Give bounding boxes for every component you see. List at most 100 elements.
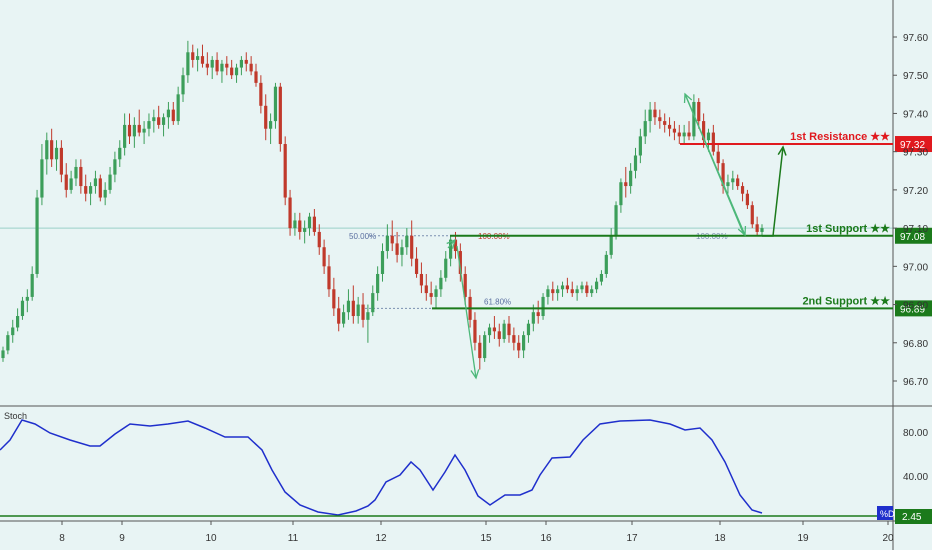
- time-tick-label: 15: [480, 533, 492, 544]
- candle: [118, 140, 122, 167]
- candle: [419, 262, 424, 294]
- time-tick-label: 12: [375, 533, 387, 544]
- candle: [371, 285, 375, 317]
- candle: [629, 163, 633, 194]
- candle: [346, 289, 351, 320]
- indicator-value-badge: [895, 509, 932, 524]
- price-badge: [895, 136, 932, 153]
- candle: [351, 285, 355, 324]
- candle: [541, 293, 545, 320]
- candle: [380, 243, 385, 282]
- candle: [264, 94, 268, 141]
- indicator-value: 2.45: [902, 512, 922, 523]
- candle: [50, 128, 54, 167]
- candle: [385, 224, 389, 259]
- candle: [560, 281, 565, 297]
- candle: [298, 212, 302, 240]
- candle: [414, 247, 419, 278]
- candle: [171, 101, 175, 125]
- price-tick-label: 97.60: [903, 33, 928, 44]
- time-tick-label: 18: [714, 533, 726, 544]
- candle: [473, 312, 477, 351]
- candle: [40, 144, 44, 206]
- candle: [405, 228, 409, 255]
- candle: [113, 151, 117, 183]
- projection-arrows: [446, 92, 787, 380]
- projection-arrow: [762, 146, 784, 237]
- candle: [677, 124, 681, 145]
- candle: [434, 285, 438, 309]
- candle: [327, 254, 331, 297]
- candle: [692, 94, 696, 141]
- candle: [653, 101, 657, 125]
- candle: [54, 140, 59, 171]
- candle: [137, 109, 141, 137]
- projection-arrow: [684, 93, 746, 236]
- candle: [551, 281, 555, 301]
- candle: [337, 296, 341, 332]
- candle: [638, 128, 642, 164]
- candle: [35, 189, 39, 278]
- time-tick-labels: 8 9 10 11 12 15 16 17 18 19 20: [59, 521, 894, 544]
- time-tick-label: 9: [119, 533, 125, 544]
- candle: [30, 266, 34, 301]
- candle: [410, 220, 414, 267]
- level-label: 1st Support ★★: [806, 223, 890, 235]
- fib-label: 61.80%: [484, 297, 511, 306]
- candle: [736, 174, 740, 190]
- candle: [575, 285, 579, 301]
- arrow-head: [446, 238, 456, 249]
- candle: [254, 63, 258, 87]
- fib-label: 50.00%: [349, 232, 376, 241]
- candle: [366, 304, 370, 343]
- candle: [220, 59, 224, 83]
- candle: [731, 170, 735, 190]
- candle: [697, 98, 701, 129]
- candle: [682, 124, 686, 145]
- price-tick-label: 97.50: [903, 71, 928, 82]
- candle: [249, 56, 253, 76]
- candle: [108, 166, 112, 194]
- candle: [239, 56, 244, 76]
- candle: [492, 316, 497, 339]
- candle: [244, 52, 248, 72]
- candle: [15, 308, 20, 332]
- candle: [760, 224, 764, 236]
- candle: [609, 228, 613, 259]
- candle: [191, 44, 195, 68]
- candle: [376, 266, 380, 301]
- stochastic-panel: Stoch 80.00 40.00 %D 2.45: [0, 411, 932, 524]
- arrow-head: [777, 145, 787, 156]
- candle: [88, 182, 93, 206]
- candle: [497, 323, 501, 347]
- candle: [624, 166, 628, 198]
- price-tick-label: 97.20: [903, 186, 928, 197]
- candle: [322, 239, 326, 274]
- candle: [317, 224, 321, 255]
- candle: [181, 67, 185, 102]
- candle: [439, 270, 443, 297]
- candle: [25, 289, 29, 313]
- candle: [400, 239, 404, 267]
- candle: [186, 40, 190, 83]
- time-tick-label: 10: [205, 533, 217, 544]
- candle: [604, 251, 608, 278]
- candle: [225, 56, 229, 76]
- candle: [458, 243, 462, 282]
- candle: [230, 59, 234, 80]
- candle: [449, 235, 453, 267]
- price-tick-label: 97.30: [903, 148, 928, 159]
- candle: [570, 281, 574, 297]
- candle: [721, 159, 725, 194]
- candle: [667, 117, 672, 137]
- candle: [234, 63, 239, 83]
- candle: [123, 113, 127, 156]
- time-tick-label: 11: [288, 533, 299, 544]
- candle: [341, 304, 346, 328]
- candle: [79, 159, 83, 194]
- candle: [147, 113, 151, 137]
- candle: [215, 52, 219, 76]
- candle: [507, 316, 511, 343]
- candle: [312, 209, 316, 236]
